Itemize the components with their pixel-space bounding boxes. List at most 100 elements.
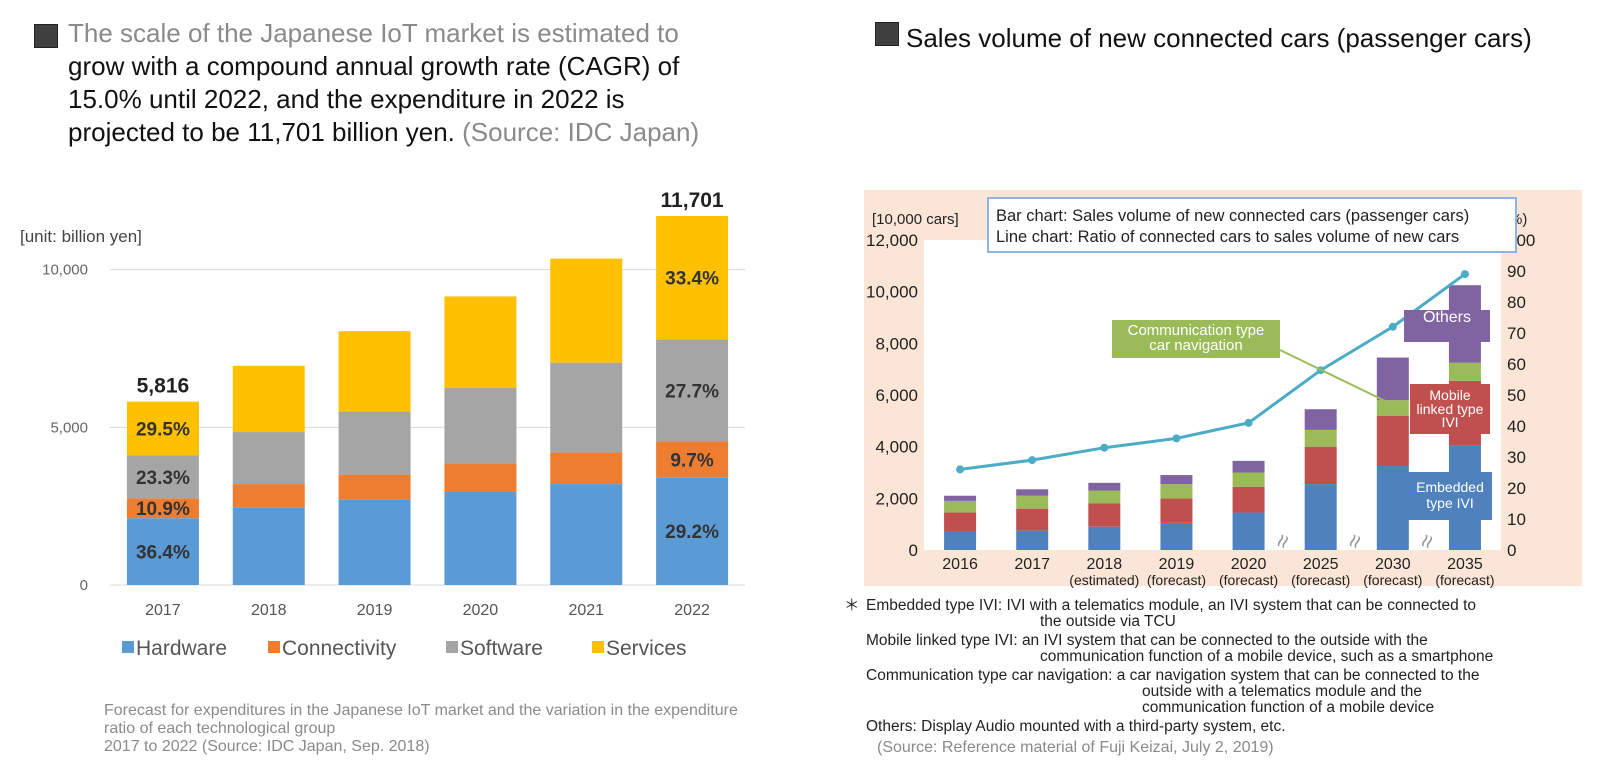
left-unit-label: [unit: billion yen] <box>20 227 142 246</box>
left-bar-data-label: 23.3% <box>136 468 190 489</box>
left-bar-segment <box>444 491 517 585</box>
right-legend-line: Line chart: Ratio of connected cars to s… <box>996 228 1459 246</box>
left-bar-segment <box>550 362 623 453</box>
right-ytick-right: 70 <box>1507 324 1526 343</box>
iot-market-chart: [unit: billion yen] 0 5,000 10,000 36.4% 10.9… <box>20 189 745 660</box>
note-communication-label: Communication type car navigation: a car… <box>866 667 1480 684</box>
right-ytick-right: 80 <box>1507 293 1526 312</box>
right-callout-text: Others <box>1423 309 1471 326</box>
right-ratio-point <box>1028 456 1037 465</box>
left-bar-segment <box>126 518 199 585</box>
right-ratio-point <box>1460 270 1469 279</box>
right-bar-segment <box>1448 362 1481 381</box>
left-total-label: 5,816 <box>137 375 190 398</box>
right-ytick-left: 4,000 <box>875 438 918 457</box>
left-bar-data-label: 29.2% <box>665 522 719 543</box>
right-callout-text: IVI <box>1441 414 1458 430</box>
right-bar-segment <box>1088 503 1121 527</box>
right-callout-text: Communication type <box>1128 322 1265 339</box>
right-ytick-left: 10,000 <box>866 283 918 302</box>
right-callout-box <box>1408 472 1492 520</box>
right-bar-segment <box>1088 482 1121 491</box>
right-ytick-right: 10 <box>1507 510 1526 529</box>
right-callout-text: linked type <box>1417 401 1484 417</box>
left-caption-line-1: Forecast for expenditures in the Japanes… <box>104 702 738 719</box>
right-xtick-label: 2030 <box>1375 556 1411 573</box>
right-ytick-right: 30 <box>1507 448 1526 467</box>
right-xtick-sublabel: (forecast) <box>1147 572 1206 588</box>
left-bar-segment <box>656 441 729 478</box>
note-communication-cont: outside with a telematics module and the <box>1142 683 1423 700</box>
right-bar-segment <box>944 500 977 513</box>
right-callout-text: type IVI <box>1426 495 1473 511</box>
right-ylabel-left: [10,000 cars] <box>872 211 959 228</box>
right-xtick-label: 2018 <box>1087 556 1123 573</box>
right-xtick-label: 2016 <box>942 556 978 573</box>
left-heading-source: (Source: IDC Japan) <box>462 117 700 147</box>
left-legend-swatch <box>122 641 134 653</box>
right-xtick-label: 2025 <box>1303 556 1339 573</box>
right-ratio-point <box>1244 418 1253 427</box>
left-bar-segment <box>550 258 623 363</box>
left-legend-swatch <box>592 641 604 653</box>
left-bar-segment <box>126 455 199 499</box>
left-total-label: 11,701 <box>661 189 724 212</box>
right-bar-segment <box>1376 466 1409 550</box>
right-xtick-sublabel: (forecast) <box>1435 572 1494 588</box>
right-bar-segment <box>1160 475 1193 485</box>
left-bar-segment <box>338 474 411 500</box>
right-ytick-right: 60 <box>1507 355 1526 374</box>
left-bar-segment <box>232 507 305 585</box>
right-heading: Sales volume of new connected cars (pass… <box>906 23 1532 53</box>
note-mobile-label: Mobile linked type IVI: an IVI system th… <box>866 632 1428 649</box>
note-others-label: Others: Display Audio mounted with a thi… <box>866 718 1286 735</box>
right-bar-segment <box>1088 526 1121 550</box>
left-bar-segment <box>444 387 517 464</box>
right-bar-segment <box>1376 400 1409 416</box>
right-bar-segment <box>1376 415 1409 467</box>
right-callout-text: car navigation <box>1149 337 1242 354</box>
right-bar-segment <box>1304 429 1337 447</box>
note-embedded-cont: the outside via TCU <box>1040 613 1176 630</box>
left-bar-segment <box>444 463 517 492</box>
left-xtick-label: 2020 <box>463 602 499 619</box>
note-mark-icon: ＊ <box>844 597 860 614</box>
left-legend-label: Connectivity <box>282 637 397 660</box>
right-callout-text: Embedded <box>1416 479 1484 495</box>
right-xtick-label: 2020 <box>1231 556 1267 573</box>
right-ratio-point <box>1100 443 1109 452</box>
right-bar-segment <box>1016 530 1049 550</box>
right-ytick-left: 12,000 <box>866 231 918 250</box>
right-bar-segment <box>1160 484 1193 499</box>
left-bar-segment <box>444 296 517 388</box>
right-bar-segment <box>944 512 977 532</box>
right-legend-box <box>987 197 1517 253</box>
left-bar-segment <box>550 484 623 585</box>
left-bar-segment <box>126 401 199 456</box>
left-ytick-label: 0 <box>80 577 88 594</box>
right-ytick-left: 6,000 <box>875 386 918 405</box>
left-caption-line-3: 2017 to 2022 (Source: IDC Japan, Sep. 20… <box>104 738 430 755</box>
right-ytick-right: 50 <box>1507 386 1526 405</box>
right-bar-segment <box>1016 489 1049 496</box>
left-legend-label: Services <box>606 637 687 660</box>
left-ytick-label: 10,000 <box>42 262 88 279</box>
right-ratio-point <box>1388 322 1397 331</box>
right-bar-segment <box>1016 495 1049 509</box>
left-bar-segment <box>338 331 411 412</box>
right-notes: ＊ Embedded type IVI: IVI with a telemati… <box>844 598 1606 735</box>
right-bar-segment <box>1160 522 1193 550</box>
left-bar-data-label: 27.7% <box>665 381 719 402</box>
right-bar-segment <box>1232 512 1265 550</box>
left-bar-segment <box>232 365 305 433</box>
left-bar-data-label: 33.4% <box>665 269 719 290</box>
left-bar-data-label: 29.5% <box>136 420 190 441</box>
right-ytick-left: 0 <box>909 541 918 560</box>
right-xtick-label: 2035 <box>1447 556 1483 573</box>
left-legend-swatch <box>446 641 458 653</box>
right-bar-segment <box>1304 484 1337 550</box>
left-heading-line-1: The scale of the Japanese IoT market is … <box>68 18 679 48</box>
right-bar-segment <box>1304 446 1337 485</box>
right-bar-segment <box>1376 357 1409 401</box>
right-ytick-right: 0 <box>1507 541 1516 560</box>
